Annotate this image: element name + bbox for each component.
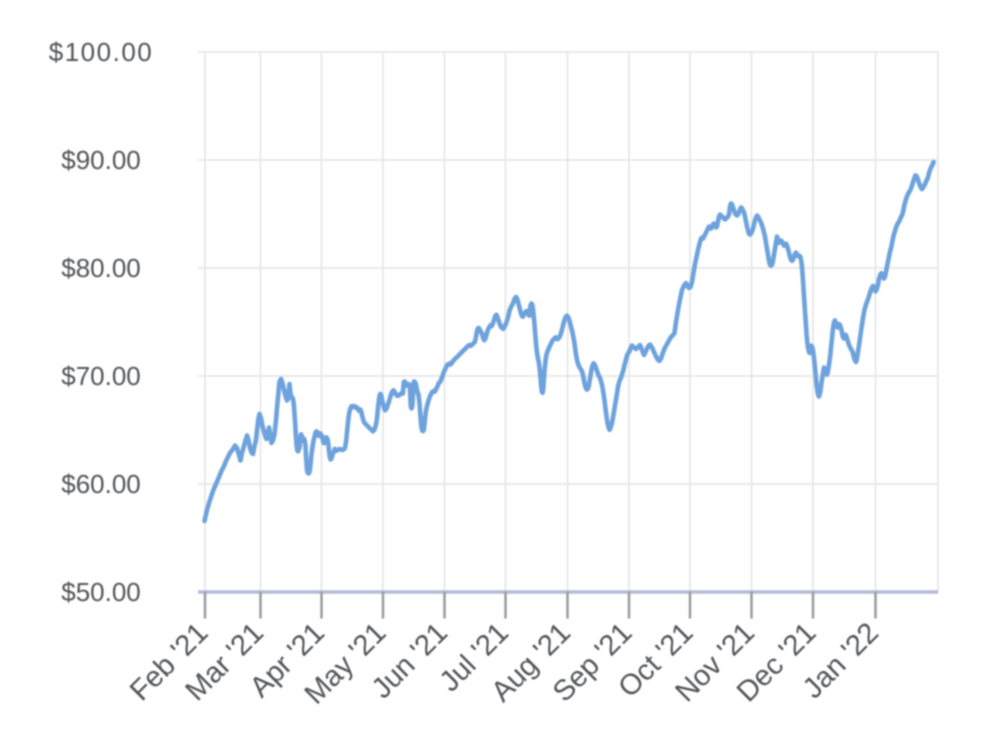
- svg-text:$50.00: $50.00: [61, 577, 141, 607]
- svg-text:$80.00: $80.00: [61, 253, 141, 283]
- svg-text:$100.00: $100.00: [49, 37, 153, 67]
- svg-text:$70.00: $70.00: [61, 361, 141, 391]
- svg-text:$90.00: $90.00: [61, 145, 141, 175]
- svg-text:$60.00: $60.00: [61, 469, 141, 499]
